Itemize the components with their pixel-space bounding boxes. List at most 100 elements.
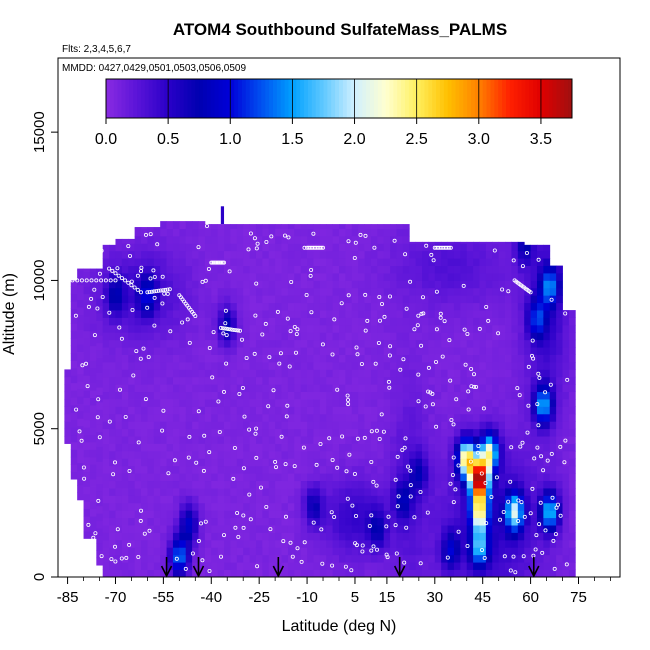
heatmap-cell	[179, 310, 187, 318]
sample-point	[330, 352, 335, 357]
heatmap-cell	[224, 287, 231, 296]
heatmap-cell	[422, 554, 429, 563]
heatmap-cell	[262, 480, 270, 489]
heatmap-cell	[243, 339, 250, 348]
heatmap-cell	[313, 532, 321, 541]
heatmap-cell	[390, 510, 397, 519]
heatmap-cell	[351, 436, 359, 444]
heatmap-cell	[460, 488, 468, 496]
sample-point	[283, 462, 288, 467]
heatmap-cell	[402, 324, 410, 333]
heatmap-cell	[390, 413, 397, 422]
heatmap-cell	[358, 428, 365, 437]
heatmap-cell	[536, 502, 544, 511]
heatmap-cell	[543, 369, 551, 378]
heatmap-cell	[402, 235, 410, 244]
heatmap-cell	[313, 562, 321, 570]
heatmap-cell	[307, 465, 314, 474]
heatmap-cell	[147, 547, 155, 556]
heatmap-cell	[466, 436, 474, 444]
sample-point	[508, 479, 513, 484]
heatmap-cell	[115, 547, 123, 556]
sample-point	[134, 349, 139, 354]
heatmap-cell	[402, 488, 410, 496]
heatmap-cell	[287, 436, 295, 444]
heatmap-cell	[415, 436, 423, 444]
heatmap-cell	[466, 302, 474, 311]
heatmap-cell	[115, 243, 123, 252]
heatmap-cell	[390, 502, 397, 511]
heatmap-cell	[390, 369, 397, 378]
heatmap-cell	[530, 428, 538, 437]
sample-point	[384, 524, 389, 529]
colorbar-swatch	[164, 79, 169, 118]
heatmap-cell	[402, 224, 410, 229]
heatmap-cell	[370, 406, 378, 415]
sample-point	[235, 510, 240, 515]
heatmap-cell	[255, 339, 263, 348]
sample-point	[309, 267, 314, 272]
heatmap-cell	[121, 510, 129, 519]
heatmap-cell	[262, 436, 270, 444]
heatmap-cell	[198, 235, 206, 244]
heatmap-cell	[313, 324, 321, 333]
heatmap-cell	[332, 265, 340, 274]
sample-point	[89, 278, 94, 283]
heatmap-cell	[281, 317, 289, 326]
heatmap-cell	[370, 391, 378, 400]
heatmap-cell	[141, 517, 148, 526]
heatmap-cell	[230, 547, 238, 556]
heatmap-cell	[358, 339, 365, 348]
heatmap-cell	[339, 354, 346, 363]
heatmap-cell	[339, 413, 346, 422]
heatmap-cell	[364, 510, 372, 519]
heatmap-cell	[319, 391, 327, 400]
colorbar-swatch	[389, 79, 394, 118]
sample-point	[371, 479, 376, 484]
heatmap-cell	[364, 265, 372, 274]
heatmap-cell	[313, 488, 321, 496]
heatmap-cell	[287, 280, 295, 289]
heatmap-cell	[134, 480, 142, 489]
heatmap-cell	[211, 465, 219, 474]
heatmap-cell	[281, 539, 289, 548]
sample-point	[123, 278, 128, 283]
heatmap-cell	[383, 361, 391, 370]
heatmap-cell	[217, 347, 225, 355]
heatmap-cell	[115, 406, 123, 415]
heatmap-cell	[121, 421, 129, 430]
heatmap-cell	[428, 295, 436, 304]
heatmap-cell	[230, 436, 238, 444]
heatmap-cell	[89, 427, 97, 436]
heatmap-cell	[332, 443, 340, 452]
sample-point	[481, 406, 486, 411]
heatmap-cell	[249, 273, 257, 281]
sample-point	[345, 496, 350, 501]
heatmap-cell	[198, 280, 206, 289]
heatmap-cell	[377, 480, 385, 489]
heatmap-cell	[134, 532, 142, 541]
heatmap-cell	[377, 384, 385, 393]
heatmap-cell	[179, 510, 187, 519]
heatmap-cell	[370, 224, 378, 229]
heatmap-cell	[160, 250, 167, 259]
colorbar-swatch	[533, 79, 538, 118]
sample-point	[501, 509, 506, 514]
heatmap-cell	[185, 480, 193, 489]
heatmap-cell	[307, 224, 314, 229]
sample-point	[187, 340, 192, 345]
heatmap-cell	[402, 562, 410, 570]
heatmap-cell	[345, 502, 353, 511]
heatmap-cell	[364, 384, 372, 393]
heatmap-cell	[172, 302, 180, 311]
heatmap-cell	[96, 379, 104, 388]
colorbar-swatch	[261, 79, 266, 118]
heatmap-cell	[517, 324, 525, 333]
heatmap-cell	[224, 539, 231, 548]
heatmap-cell	[198, 354, 206, 363]
heatmap-cell	[77, 425, 84, 434]
sample-point	[96, 397, 101, 402]
heatmap-cell	[230, 495, 238, 504]
sample-point	[392, 238, 397, 243]
sample-point	[240, 385, 245, 390]
